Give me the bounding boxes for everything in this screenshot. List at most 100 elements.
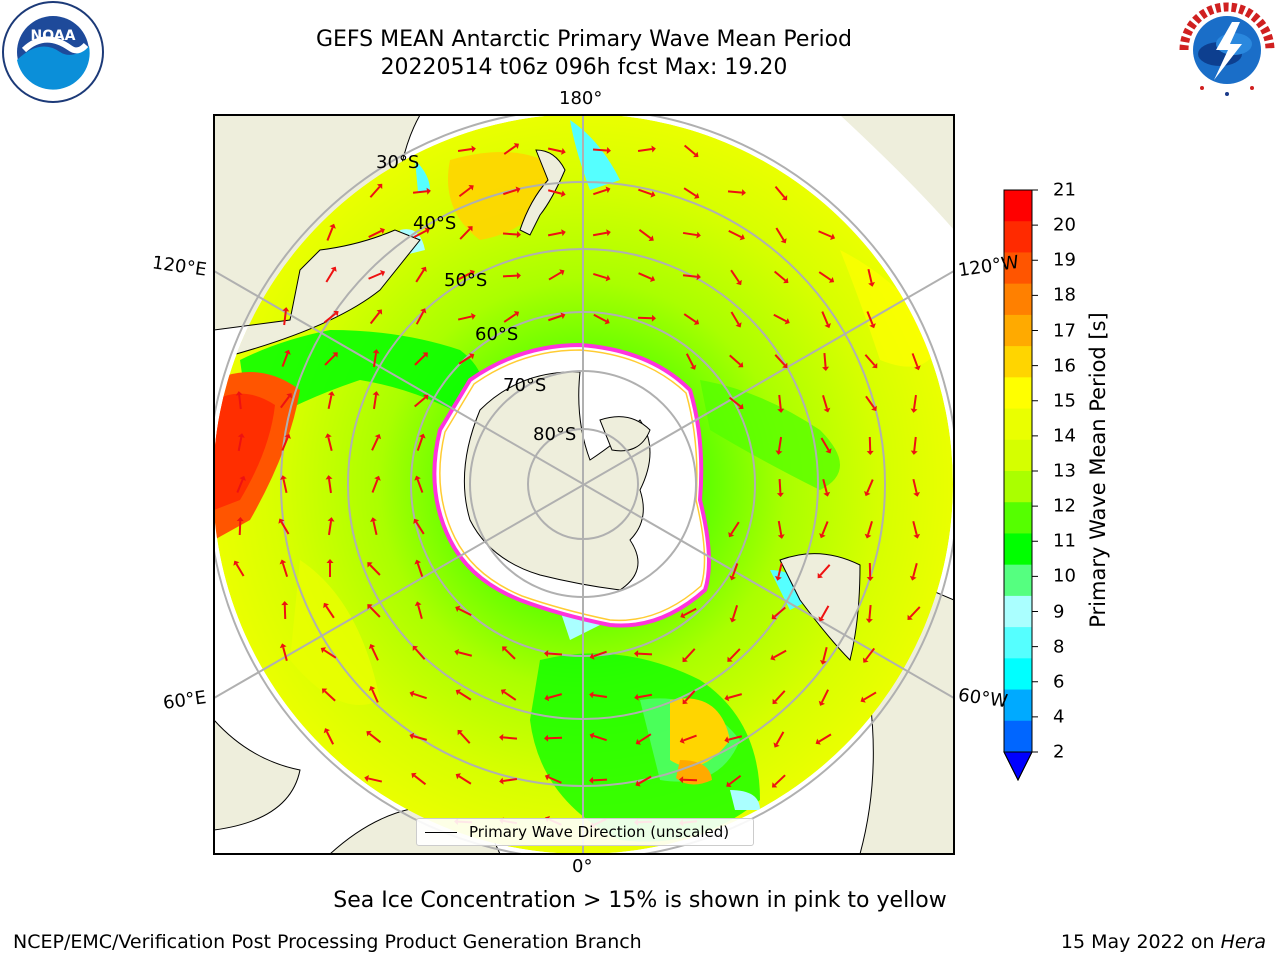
wave-direction-arrow	[323, 649, 337, 659]
wave-direction-arrow	[912, 520, 918, 536]
wave-direction-arrowhead	[830, 233, 836, 240]
wave-direction-arrow	[502, 232, 518, 236]
map-frame	[213, 114, 955, 855]
wave-direction-arrowhead	[865, 618, 873, 623]
wave-direction-arrowhead	[773, 742, 780, 748]
wave-direction-arrow	[774, 774, 786, 786]
wave-direction-arrowhead	[469, 269, 475, 276]
wave-direction-arrow	[593, 734, 607, 742]
colorbar-swatch	[1004, 377, 1032, 410]
wave-direction-arrowhead	[374, 434, 382, 440]
wave-direction-arrow	[868, 604, 872, 620]
colorbar-tick-label: 19	[1053, 249, 1076, 271]
wave-direction-arrowhead	[367, 562, 373, 568]
wave-direction-arrowhead	[735, 322, 742, 328]
colorbar-swatch	[1004, 595, 1032, 628]
wave-direction-arrowhead	[776, 492, 784, 497]
wave-direction-arrowhead	[516, 231, 521, 239]
wave-direction-arrow	[547, 189, 563, 195]
wave-direction-arrowhead	[823, 407, 831, 413]
wave-direction-arrowhead	[739, 233, 745, 241]
wave-direction-arrow	[369, 311, 381, 325]
wave-direction-arrow	[459, 732, 471, 744]
wave-direction-arrow	[371, 437, 379, 451]
wave-direction-arrow	[368, 230, 382, 238]
wave-direction-arrowhead	[770, 654, 776, 661]
wave-direction-arrow	[683, 313, 697, 323]
wave-direction-arrowhead	[424, 227, 430, 234]
map-legend: Primary Wave Direction (unscaled)	[416, 818, 754, 846]
wave-direction-arrow	[637, 693, 653, 699]
wave-direction-arrowhead	[589, 776, 594, 784]
wave-direction-arrow	[326, 227, 334, 241]
wave-direction-arrow	[777, 436, 783, 452]
wave-direction-arrowhead	[913, 492, 921, 497]
wave-direction-arrow	[913, 436, 917, 452]
wave-direction-arrow	[281, 353, 289, 367]
wave-direction-arrowhead	[235, 391, 243, 396]
wave-direction-arrow	[773, 313, 787, 323]
wave-direction-arrowhead	[544, 650, 549, 658]
wave-direction-arrow	[730, 311, 740, 325]
wave-direction-arrowhead	[907, 614, 913, 621]
wave-direction-arrowhead	[736, 279, 742, 286]
wave-direction-arrowhead	[420, 266, 427, 272]
wave-direction-arrowhead	[913, 533, 921, 539]
colorbar-tick-label: 11	[1053, 530, 1076, 552]
wave-direction-arrowhead	[822, 366, 830, 371]
map-subtitle: 20220514 t06z 096h fcst Max: 19.20	[380, 55, 788, 80]
wave-direction-arrow	[416, 437, 424, 451]
wave-direction-arrowhead	[233, 560, 240, 566]
colorbar-tick-label: 15	[1053, 390, 1076, 412]
lon-label-120w: 120°W	[956, 251, 1021, 282]
wave-direction-arrowhead	[560, 312, 566, 320]
lat-label-30s: 30°S	[376, 152, 420, 173]
wave-direction-arrow	[371, 689, 379, 703]
wave-direction-arrowhead	[326, 559, 334, 564]
colorbar-tick-label: 16	[1053, 355, 1076, 377]
wave-direction-arrow	[324, 354, 336, 366]
wave-direction-arrow	[324, 690, 336, 702]
wave-direction-arrow	[282, 478, 288, 494]
wave-direction-arrowhead	[828, 277, 835, 283]
wave-direction-arrowhead	[606, 229, 611, 237]
wave-direction-arrowhead	[866, 576, 874, 581]
lon-label-60e: 60°E	[161, 687, 208, 714]
wave-direction-arrow	[413, 229, 427, 239]
wave-direction-arrow	[414, 396, 426, 408]
wave-direction-arrowhead	[728, 531, 735, 538]
wave-direction-arrow	[774, 690, 786, 702]
colorbar-swatch	[1004, 221, 1032, 253]
wave-direction-arrowhead	[282, 307, 290, 312]
wave-direction-arrow	[547, 736, 563, 740]
wave-direction-arrow	[237, 436, 243, 452]
lat-label-60s: 60°S	[475, 324, 519, 345]
colorbar-swatch	[1004, 533, 1032, 566]
wave-direction-arrow	[372, 394, 378, 410]
wave-direction-arrowhead	[910, 450, 918, 455]
wave-direction-arrowhead	[332, 352, 338, 358]
wave-direction-arrow	[682, 778, 698, 782]
colorbar-swatch	[1004, 439, 1032, 472]
wave-direction-arrows	[233, 143, 921, 829]
wave-direction-arrowhead	[775, 450, 783, 455]
wave-direction-arrowhead	[781, 195, 788, 201]
wave-direction-arrowhead	[589, 653, 595, 660]
wave-direction-arrowhead	[321, 688, 328, 694]
wave-direction-arrowhead	[690, 364, 697, 370]
wave-direction-arrow	[638, 733, 652, 743]
wave-direction-arrowhead	[330, 266, 337, 272]
wave-direction-arrow	[727, 190, 743, 194]
wave-direction-arrowhead	[502, 646, 508, 652]
wave-direction-arrow	[235, 563, 245, 577]
wave-direction-arrowhead	[327, 517, 335, 522]
wave-direction-arrow	[774, 185, 786, 199]
wave-direction-arrow	[323, 312, 337, 324]
wave-direction-arrowhead	[783, 277, 789, 284]
wave-direction-arrowhead	[323, 602, 330, 609]
wave-direction-arrowhead	[372, 391, 380, 396]
wave-direction-arrow	[820, 605, 830, 619]
colorbar-swatch	[1004, 190, 1032, 222]
land-inside	[214, 149, 861, 661]
wave-direction-arrow	[325, 731, 335, 745]
